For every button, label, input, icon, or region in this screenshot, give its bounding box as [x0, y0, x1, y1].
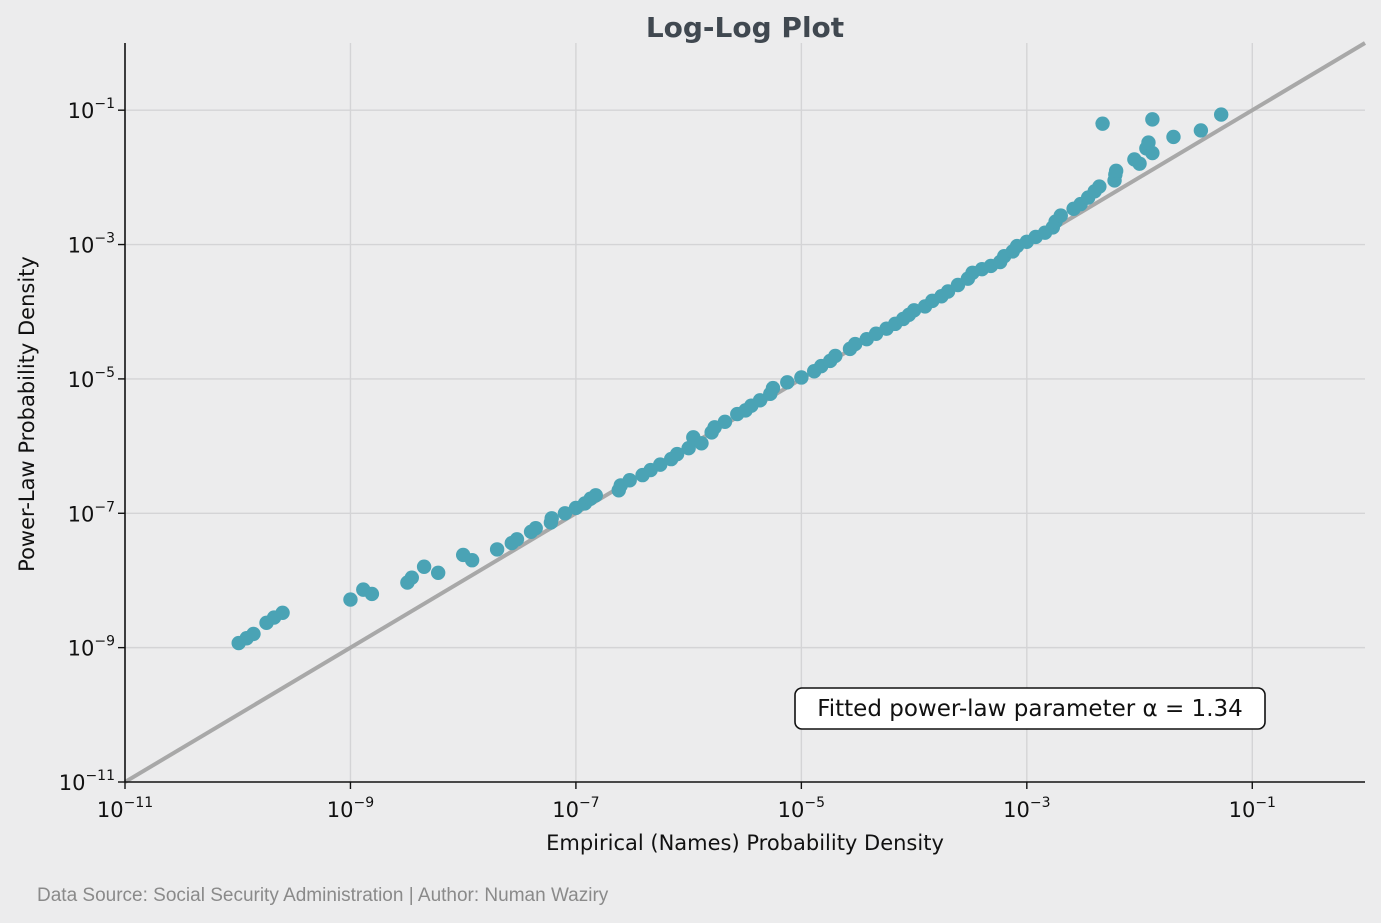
x-tick-exponent: −5 — [804, 795, 825, 811]
scatter-point — [416, 559, 432, 574]
scatter-points — [231, 107, 1229, 651]
annotation-box-frame — [794, 687, 1266, 730]
y-tick-base: 10 — [68, 234, 95, 258]
scatter-point — [557, 506, 573, 521]
axes — [124, 43, 1365, 783]
y-tick-exponent: −3 — [94, 231, 115, 247]
x-tick-base: 10 — [778, 798, 805, 822]
y-tick-label: 10−3 — [68, 231, 115, 258]
x-tick-label: 10−7 — [552, 795, 599, 822]
scatter-point — [717, 414, 733, 429]
x-tick-base: 10 — [97, 798, 124, 822]
y-tick-base: 10 — [59, 771, 86, 795]
scatter-point — [653, 457, 668, 472]
y-axis-label: Power-Law Probability Density — [15, 256, 39, 572]
y-tick-exponent: −7 — [94, 499, 115, 515]
scatter-point — [489, 542, 505, 557]
x-tick-label: 10−11 — [97, 795, 153, 822]
x-tick-label: 10−1 — [1229, 795, 1276, 822]
annotation-box: Fitted power-law parameter α = 1.34 — [794, 687, 1266, 730]
x-tick-exponent: −1 — [1255, 795, 1276, 811]
scatter-point — [1193, 123, 1209, 138]
scatter-point — [694, 436, 709, 451]
scatter-point — [509, 532, 525, 547]
scatter-point — [588, 488, 603, 503]
x-tick-label: 10−9 — [327, 795, 374, 822]
chart-title: Log-Log Plot — [646, 11, 844, 44]
gridlines — [125, 43, 1365, 782]
footer-credit: Data Source: Social Security Administrat… — [37, 885, 609, 906]
y-tick-exponent: −5 — [94, 365, 115, 381]
scatter-point — [622, 473, 637, 488]
scatter-point — [404, 570, 419, 585]
scatter-point — [681, 441, 696, 456]
x-axis-label: Empirical (Names) Probability Density — [546, 831, 944, 855]
y-tick-exponent: −1 — [94, 96, 115, 112]
y-tick-base: 10 — [68, 637, 95, 661]
scatter-point — [1145, 112, 1160, 127]
scatter-point — [1053, 208, 1068, 223]
scatter-point — [1166, 129, 1181, 145]
y-tick-base: 10 — [68, 368, 95, 392]
scatter-point — [669, 446, 685, 462]
x-tick-exponent: −3 — [1030, 795, 1051, 811]
scatter-point — [752, 393, 768, 408]
scatter-point — [343, 592, 358, 607]
x-tick-base: 10 — [552, 798, 579, 822]
scatter-point — [275, 605, 290, 621]
scatter-point — [1132, 156, 1147, 171]
scatter-point — [780, 375, 795, 390]
y-tick-label: 10−1 — [68, 96, 115, 123]
y-tick-exponent: −9 — [94, 634, 115, 650]
scatter-point — [1213, 107, 1229, 122]
x-tick-label: 10−3 — [1003, 795, 1050, 822]
scatter-point — [794, 370, 809, 385]
scatter-point — [906, 303, 922, 318]
x-tick-exponent: −11 — [124, 795, 154, 811]
scatter-point — [847, 336, 863, 352]
scatter-point — [464, 553, 480, 568]
x-tick-exponent: −9 — [354, 795, 375, 811]
scatter-point — [1095, 116, 1110, 131]
y-tick-base: 10 — [68, 99, 95, 123]
x-tick-base: 10 — [1003, 798, 1030, 822]
scatter-point — [528, 520, 543, 536]
scatter-point — [1108, 163, 1124, 179]
x-tick-label: 10−5 — [778, 795, 825, 822]
y-tick-label: 10−9 — [68, 634, 115, 661]
x-axis-ticks: 10−11 10−9 10−7 10−5 10−3 10−1 — [97, 782, 1276, 822]
x-tick-base: 10 — [327, 798, 354, 822]
x-tick-exponent: −7 — [579, 795, 600, 811]
scatter-point — [364, 586, 380, 602]
scatter-point — [430, 565, 446, 580]
y-tick-label: 10−7 — [68, 499, 115, 526]
scatter-point — [828, 348, 843, 364]
scatter-point — [765, 380, 781, 396]
scatter-point — [544, 511, 559, 526]
scatter-point — [1145, 145, 1160, 161]
y-tick-base: 10 — [68, 502, 95, 526]
scatter-point — [246, 626, 261, 642]
x-tick-base: 10 — [1229, 798, 1256, 822]
annotation-text: Fitted power-law parameter α = 1.34 — [817, 696, 1243, 722]
y-tick-label: 10−11 — [59, 768, 115, 795]
y-tick-exponent: −11 — [85, 768, 115, 784]
y-tick-label: 10−5 — [68, 365, 115, 392]
scatter-point — [1092, 179, 1107, 194]
